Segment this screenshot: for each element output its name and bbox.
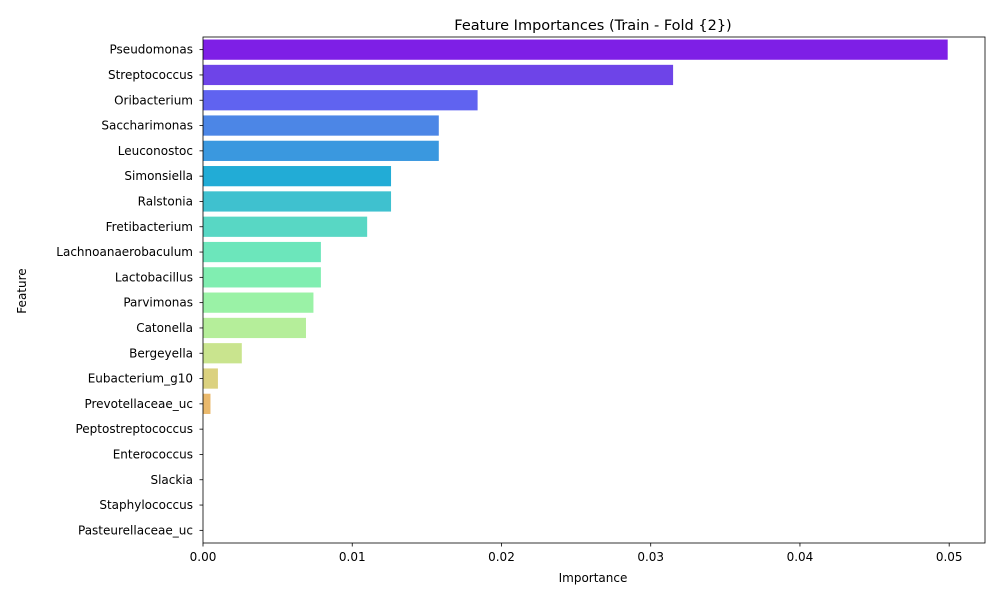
bars-group — [203, 39, 948, 414]
y-axis-title: Feature — [15, 268, 29, 313]
y-tick-label: Parvimonas — [123, 296, 193, 310]
y-tick-label: Leuconostoc — [118, 144, 193, 158]
bar-pseudomonas — [203, 39, 948, 60]
y-tick-label: Lactobacillus — [115, 270, 193, 284]
y-tick-label: Enterococcus — [113, 447, 193, 461]
bar-prevotellaceae_uc — [203, 393, 211, 414]
x-tick-label: 0.04 — [787, 550, 814, 564]
bar-leuconostoc — [203, 140, 439, 161]
x-tick-label: 0.05 — [936, 550, 963, 564]
x-tick-label: 0.03 — [637, 550, 664, 564]
bar-streptococcus — [203, 64, 674, 86]
bar-catonella — [203, 317, 306, 339]
y-tick-label: Bergeyella — [129, 346, 193, 360]
y-tick-label: Eubacterium_g10 — [88, 372, 193, 386]
y-tick-label: Peptostreptococcus — [75, 422, 193, 436]
bar-lactobacillus — [203, 267, 321, 288]
bar-lachnoanaerobaculum — [203, 241, 321, 263]
y-tick-label: Staphylococcus — [99, 498, 193, 512]
x-axis-ticks: 0.00 0.01 0.02 0.03 0.04 0.05 — [190, 543, 963, 564]
y-tick-label: Catonella — [136, 321, 193, 335]
y-tick-label: Pseudomonas — [110, 43, 193, 57]
y-tick-label: Fretibacterium — [106, 220, 193, 234]
y-tick-label: Prevotellaceae_uc — [84, 397, 193, 411]
y-tick-label: Streptococcus — [108, 68, 193, 82]
y-tick-label: Pasteurellaceae_uc — [78, 523, 193, 537]
plot-frame — [202, 36, 986, 544]
y-tick-label: Ralstonia — [138, 194, 193, 208]
y-tick-label: Simonsiella — [124, 169, 193, 183]
y-tick-label: Slackia — [150, 473, 193, 487]
bar-parvimonas — [203, 292, 314, 313]
chart-title: Feature Importances (Train - Fold {2}) — [454, 18, 731, 34]
y-tick-label: Saccharimonas — [101, 119, 193, 133]
bar-ralstonia — [203, 191, 392, 212]
bar-bergeyella — [203, 343, 242, 364]
y-tick-label: Lachnoanaerobaculum — [56, 245, 193, 259]
x-tick-label: 0.01 — [339, 550, 366, 564]
bar-fretibacterium — [203, 216, 368, 237]
bar-oribacterium — [203, 90, 478, 111]
bar-saccharimonas — [203, 115, 439, 136]
x-tick-label: 0.00 — [190, 550, 217, 564]
bar-eubacterium_g10 — [203, 368, 218, 389]
x-axis-title: Importance — [559, 571, 628, 585]
y-axis-ticks: Pseudomonas Streptococcus Oribacterium Sacc… — [56, 43, 203, 537]
bar-simonsiella — [203, 166, 392, 187]
y-tick-label: Oribacterium — [114, 93, 193, 107]
x-tick-label: 0.02 — [488, 550, 515, 564]
